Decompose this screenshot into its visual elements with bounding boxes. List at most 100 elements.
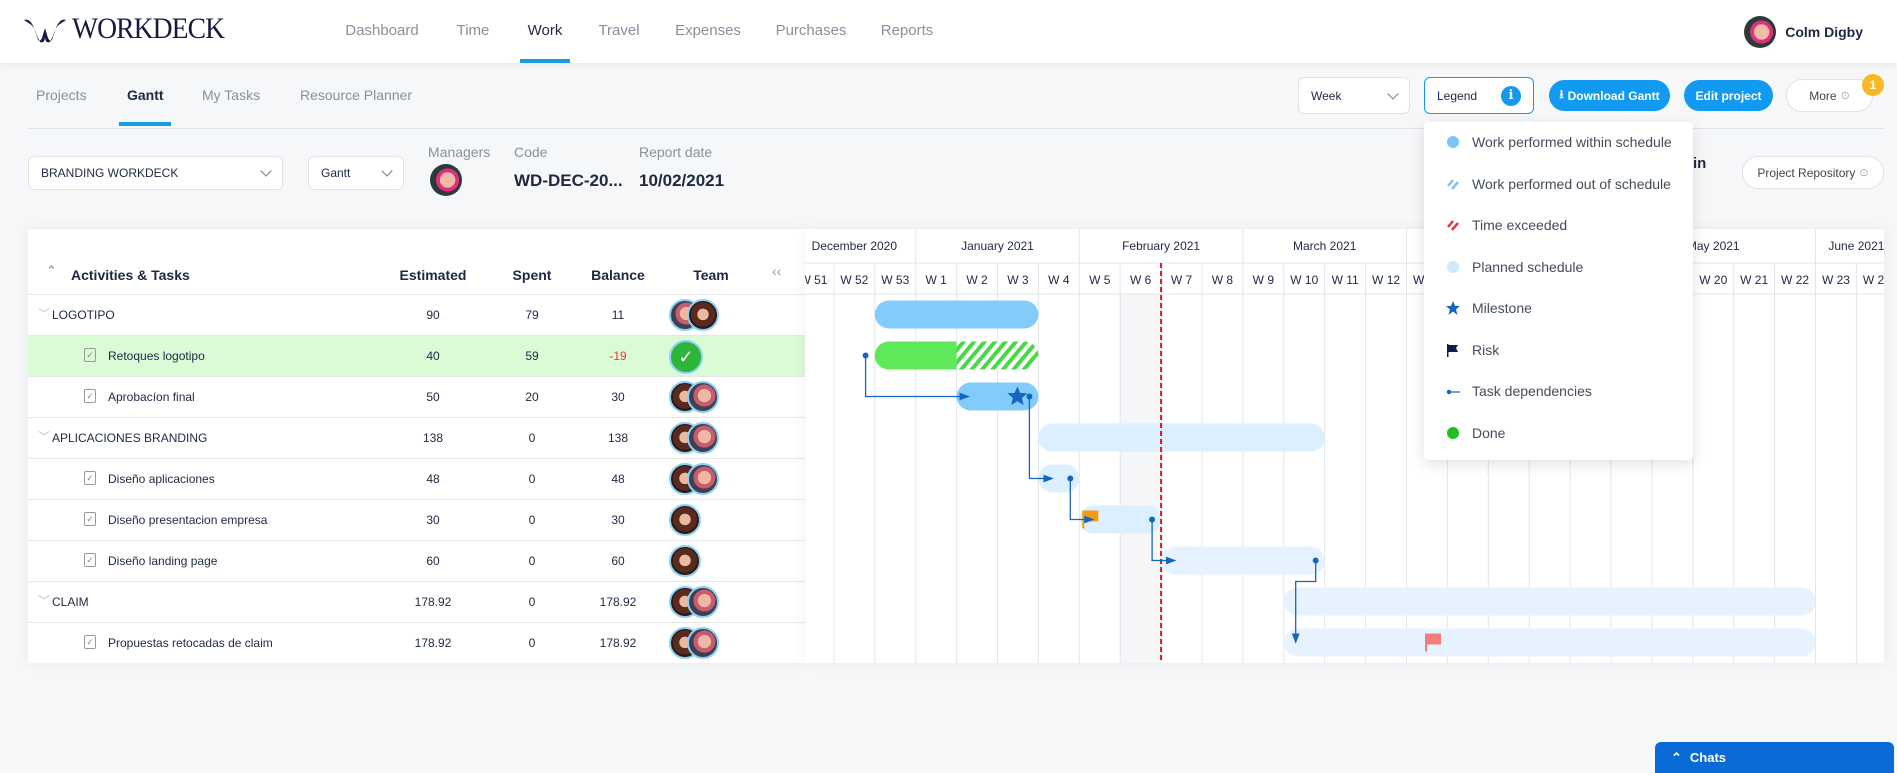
- task-checkbox-icon[interactable]: ✓: [84, 512, 96, 526]
- subtab-my-tasks[interactable]: My Tasks: [202, 87, 261, 103]
- team-member-avatar[interactable]: [687, 381, 719, 413]
- user-menu[interactable]: Colm Digby: [1744, 16, 1863, 48]
- chevron-down-icon[interactable]: ﹀: [38, 307, 51, 321]
- subtab-resource-planner[interactable]: Resource Planner: [300, 87, 413, 103]
- activity-row[interactable]: ﹀ APLICACIONES BRANDING 138 0 138: [28, 417, 805, 458]
- chats-button[interactable]: ⌃ Chats: [1655, 742, 1894, 773]
- nav-expenses[interactable]: Expenses: [675, 22, 741, 39]
- project-repository-label: Project Repository: [1757, 165, 1856, 180]
- week-label: W 24: [1863, 273, 1884, 287]
- header-spent: Spent: [512, 267, 552, 283]
- task-row[interactable]: ✓ Aprobacíon final 50 20 30: [28, 376, 805, 417]
- project-select[interactable]: BRANDING WORKDECK: [28, 156, 283, 190]
- estimated-cell: 178.92: [414, 595, 452, 609]
- nav-dashboard[interactable]: Dashboard: [345, 22, 419, 39]
- chevron-down-icon[interactable]: ﹀: [38, 594, 51, 608]
- week-label: W 22: [1781, 273, 1809, 287]
- collapse-panel-icon[interactable]: ‹‹: [772, 263, 782, 279]
- month-label: May 2021: [1687, 239, 1740, 253]
- team-member-avatar[interactable]: [687, 299, 719, 331]
- estimated-cell: 178.92: [414, 636, 452, 650]
- team-member-avatar[interactable]: [687, 627, 719, 659]
- user-name: Colm Digby: [1785, 24, 1863, 40]
- legend-hatch-icon: [1447, 178, 1459, 190]
- spent-cell: 79: [525, 308, 539, 322]
- task-name: Aprobacíon final: [108, 390, 195, 404]
- nav-work[interactable]: Work: [527, 22, 563, 39]
- dependency-arrow: [1028, 396, 1054, 483]
- more-label: More: [1809, 88, 1837, 103]
- project-repository-button[interactable]: Project Repository ⊙: [1742, 156, 1884, 189]
- code-label: Code: [514, 144, 548, 160]
- dependency-arrow: [1151, 519, 1177, 565]
- task-checkbox-icon[interactable]: ✓: [84, 553, 96, 567]
- team-avatars: [669, 381, 719, 413]
- week-label: W 5: [1089, 273, 1111, 287]
- team-member-avatar[interactable]: [669, 504, 701, 536]
- dependency-arrow: [1291, 560, 1317, 644]
- chart-type-value: Gantt: [321, 166, 351, 180]
- chart-type-select[interactable]: Gantt: [308, 156, 404, 190]
- spent-cell: 0: [528, 472, 536, 486]
- team-member-avatar[interactable]: [669, 545, 701, 577]
- nav-reports[interactable]: Reports: [880, 22, 934, 39]
- task-row[interactable]: ✓ Diseño landing page 60 0 60: [28, 540, 805, 581]
- chevron-down-icon[interactable]: ﹀: [38, 430, 51, 444]
- activity-row[interactable]: ﹀ LOGOTIPO 90 79 11: [28, 294, 805, 335]
- week-label: W 11: [1332, 273, 1359, 287]
- risk-flag-icon: [1427, 633, 1441, 645]
- legend-solid-dot-icon: [1447, 136, 1459, 148]
- workdeck-logo[interactable]: WORKDECK: [22, 12, 237, 46]
- subtab-projects[interactable]: Projects: [36, 87, 87, 103]
- task-row[interactable]: ✓ Propuestas retocadas de claim 178.92 0 178…: [28, 622, 805, 663]
- task-row[interactable]: ✓ Retoques logotipo 40 59 -19 ✓: [28, 335, 805, 376]
- download-gantt-button[interactable]: ⭳ Download Gantt: [1549, 80, 1670, 111]
- team-avatars: [669, 627, 719, 659]
- nav-time[interactable]: Time: [456, 22, 490, 39]
- more-button[interactable]: More ⊙: [1786, 79, 1873, 112]
- task-bar: [1161, 546, 1325, 575]
- notification-badge: 1: [1862, 74, 1884, 96]
- task-row[interactable]: ✓ Diseño presentacion empresa 30 0 30: [28, 499, 805, 540]
- week-label: W 3: [1007, 273, 1029, 287]
- edit-project-button[interactable]: Edit project: [1684, 80, 1773, 111]
- chevron-up-icon: ⌃: [1671, 749, 1682, 765]
- legend-item-label: Done: [1472, 424, 1506, 441]
- subtab-gantt[interactable]: Gantt: [127, 87, 164, 103]
- collapse-all-icon[interactable]: ⌃: [46, 263, 57, 278]
- chevron-right-circle-icon: ⊙: [1859, 167, 1869, 179]
- balance-cell: 30: [611, 390, 625, 404]
- team-member-avatar[interactable]: [687, 463, 719, 495]
- team-member-avatar[interactable]: [687, 586, 719, 618]
- task-name: Diseño presentacion empresa: [108, 513, 268, 527]
- current-week-shade: [1120, 294, 1162, 663]
- task-checkbox-icon[interactable]: ✓: [84, 389, 96, 403]
- gantt-svg: W 51 W 52 W 53 W 1 W 2 W 3 W 4 W 5 W 6 W 7 W 8 W 9 W…: [805, 229, 1884, 663]
- legend-toggle[interactable]: Legend i: [1424, 77, 1534, 114]
- spent-cell: 20: [525, 390, 539, 404]
- legend-solid-dot-icon: [1447, 426, 1459, 439]
- estimated-cell: 138: [422, 431, 444, 445]
- task-bar: [956, 382, 1039, 411]
- task-row[interactable]: ✓ Diseño aplicaciones 48 0 48: [28, 458, 805, 499]
- activity-name: CLAIM: [52, 595, 89, 609]
- legend-item: Task dependencies: [1446, 383, 1592, 399]
- nav-travel[interactable]: Travel: [598, 22, 640, 39]
- task-checkbox-icon[interactable]: ✓: [84, 471, 96, 485]
- team-avatars: ✓: [669, 340, 703, 374]
- view-period-value: Week: [1311, 88, 1342, 103]
- task-checkbox-icon[interactable]: ✓: [84, 348, 96, 362]
- team-avatars: [669, 299, 719, 331]
- dependency-arrow: [864, 355, 970, 401]
- activities-table: ⌃ Activities & Tasks Estimated Spent Bal…: [28, 229, 805, 663]
- spent-cell: 0: [528, 595, 536, 609]
- team-member-avatar[interactable]: [687, 422, 719, 454]
- activity-row[interactable]: ﹀ CLAIM 178.92 0 178.92: [28, 581, 805, 622]
- balance-cell: 11: [611, 308, 625, 322]
- nav-purchases[interactable]: Purchases: [775, 22, 847, 39]
- activity-name: APLICACIONES BRANDING: [52, 431, 208, 445]
- view-period-select[interactable]: Week: [1298, 77, 1410, 114]
- task-checkbox-icon[interactable]: ✓: [84, 635, 96, 649]
- legend-item-label: Time exceeded: [1472, 217, 1568, 233]
- manager-avatar[interactable]: [430, 164, 462, 196]
